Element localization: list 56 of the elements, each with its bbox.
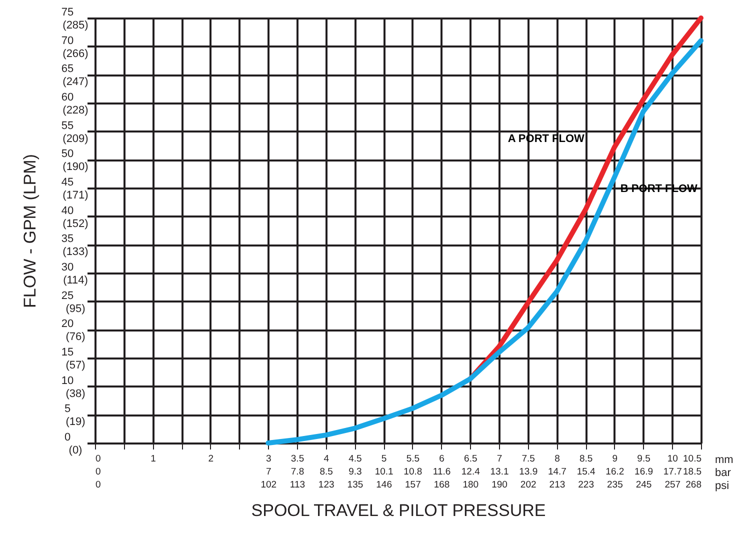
y-tick-label: 15 <box>61 346 74 358</box>
x-tick-label: 10 17.7 257 <box>663 454 682 490</box>
x-tick-label: 2 <box>208 454 214 464</box>
x-tick-label: 7 13.1 190 <box>490 454 509 490</box>
text: psi <box>715 480 730 492</box>
y2-tick-label: (152) <box>62 218 88 230</box>
text: bar <box>715 467 732 479</box>
x-tick-label: 10.5 18.5 268 <box>683 454 702 490</box>
x-tick-label: 7.5 13.9 202 <box>519 454 538 490</box>
y2-tick-label: (133) <box>62 246 88 258</box>
text: mm <box>715 454 734 466</box>
x-tick-label: 9.5 16.9 245 <box>634 454 654 490</box>
y-tick-label: 5 <box>64 403 71 416</box>
y2-tick-label: (171) <box>62 190 88 202</box>
y-tick-label: 65 <box>61 63 74 76</box>
x-tick-label: 4 8.5 123 <box>318 454 334 490</box>
x-tick-label: 6.5 12.4 180 <box>461 454 480 490</box>
x-axis-title: SPOOL TRAVEL & PILOT PRESSURE <box>251 501 546 520</box>
x-tick-label: 3 7 102 <box>260 454 277 490</box>
x-tick-label: 1 <box>150 454 156 464</box>
y-tick-label: 10 <box>61 374 74 387</box>
y2-tick-label: (95) <box>66 302 86 315</box>
y2-tick-label: (19) <box>66 416 86 428</box>
x-tick-label: 5.5 10.8 157 <box>404 454 422 490</box>
y2-tick-label: (38) <box>66 388 86 400</box>
x-tick-label: 0 0 0 <box>96 454 101 490</box>
y-tick-label: 20 <box>61 318 74 330</box>
x-tick-label: 3.5 7.8 113 <box>290 454 306 490</box>
y2-tick-label: (76) <box>66 331 86 344</box>
y2-tick-label: (266) <box>62 48 88 60</box>
y-tick-label: 50 <box>61 148 74 160</box>
y2-tick-label: (247) <box>62 76 88 88</box>
y-tick-label: 40 <box>61 204 74 217</box>
y2-tick-label: (209) <box>62 132 88 145</box>
y2-tick-label: (0) <box>68 444 82 456</box>
y-tick-label: 70 <box>61 34 74 47</box>
y-tick-label: 30 <box>61 262 74 274</box>
x-tick-label: 9 16.2 235 <box>606 454 624 490</box>
y2-tick-label: (57) <box>66 360 86 372</box>
y-tick-label: 25 <box>61 290 74 302</box>
x-tick-label: 5 10.1 146 <box>374 454 394 490</box>
y-tick-label: 60 <box>61 92 74 104</box>
x-tick-label: 6 11.6 168 <box>432 454 451 490</box>
y2-tick-label: (285) <box>62 20 88 32</box>
y2-tick-label: (190) <box>62 161 88 174</box>
y-tick-label: 0 <box>64 432 71 444</box>
x-tick-label: 8 14.7 213 <box>548 454 566 490</box>
x-tick-label: 4.5 9.3 135 <box>347 454 364 490</box>
y-tick-label: 75 <box>61 6 74 18</box>
x-tick-label: 8.5 15.4 223 <box>576 454 596 490</box>
y2-tick-label: (228) <box>62 104 88 116</box>
y-tick-label: 45 <box>61 176 74 188</box>
y-tick-label: 35 <box>61 233 74 246</box>
y-tick-label: 55 <box>61 120 74 132</box>
y-axis-title: FLOW - GPM (LPM) <box>20 154 40 308</box>
y2-tick-label: (114) <box>63 274 88 286</box>
